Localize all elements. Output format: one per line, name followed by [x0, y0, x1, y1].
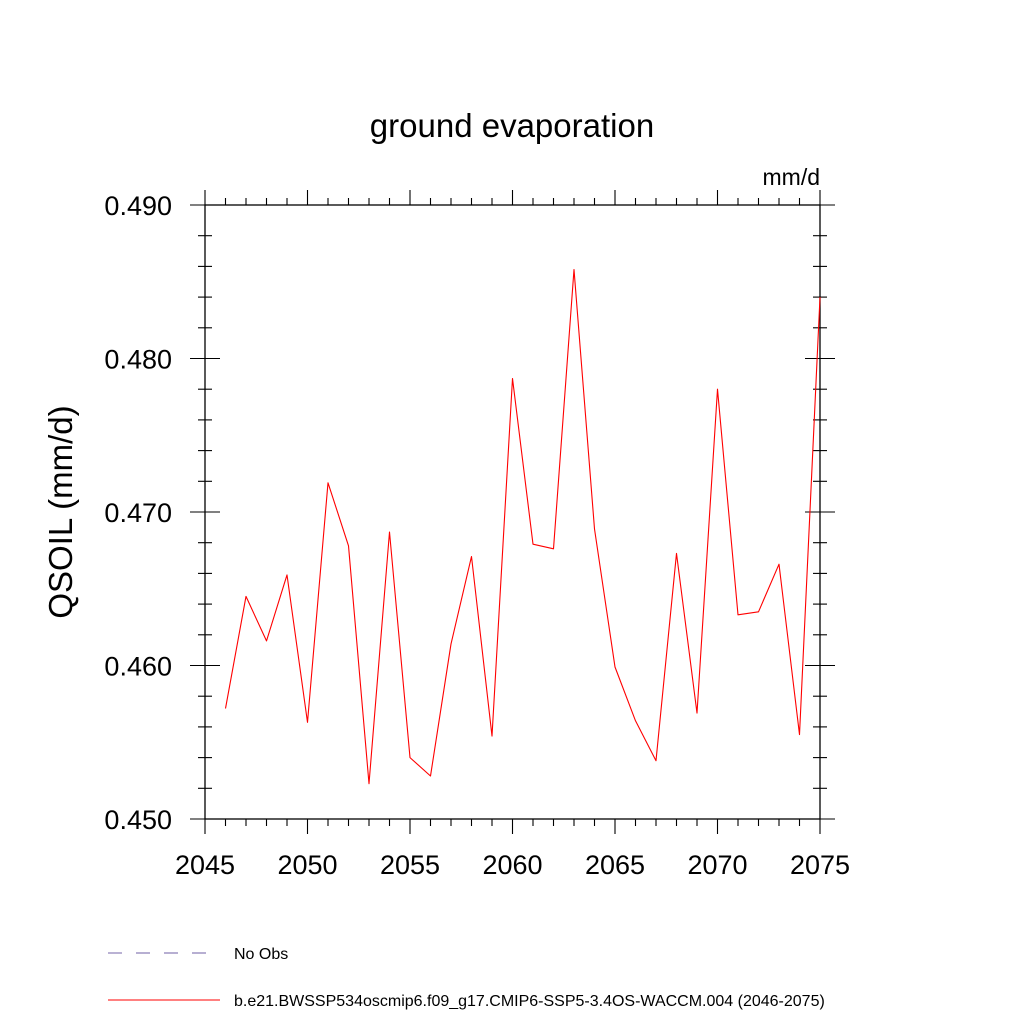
y-tick-label: 0.470 — [104, 498, 172, 528]
x-tick-label: 2070 — [687, 850, 747, 880]
y-tick-label: 0.460 — [104, 652, 172, 682]
x-tick-label: 2055 — [380, 850, 440, 880]
legend: No Obs b.e21.BWSSP534oscmip6.f09_g17.CMI… — [108, 946, 825, 1010]
x-tick-label: 2050 — [277, 850, 337, 880]
y-tick-label: 0.450 — [104, 805, 172, 835]
y-tick-label: 0.480 — [104, 345, 172, 375]
series-line — [224, 268, 821, 785]
plot-frame — [204, 204, 821, 820]
x-tick-label: 2075 — [790, 850, 850, 880]
chart-title: ground evaporation — [370, 107, 654, 144]
axis-ticks — [190, 190, 835, 834]
y-axis-label: QSOIL (mm/d) — [42, 405, 79, 618]
legend-label-model-run: b.e21.BWSSP534oscmip6.f09_g17.CMIP6-SSP5… — [234, 993, 825, 1010]
y-tick-labels: 0.450 0.460 0.470 0.480 0.490 — [104, 191, 172, 835]
legend-label-no-obs: No Obs — [234, 946, 288, 963]
y-tick-label: 0.490 — [104, 191, 172, 221]
x-tick-label: 2060 — [482, 850, 542, 880]
units-label: mm/d — [763, 164, 821, 190]
x-tick-label: 2065 — [585, 850, 645, 880]
series-group — [224, 268, 821, 785]
x-tick-labels: 2045 2050 2055 2060 2065 2070 2075 — [175, 850, 850, 880]
x-tick-label: 2045 — [175, 850, 235, 880]
